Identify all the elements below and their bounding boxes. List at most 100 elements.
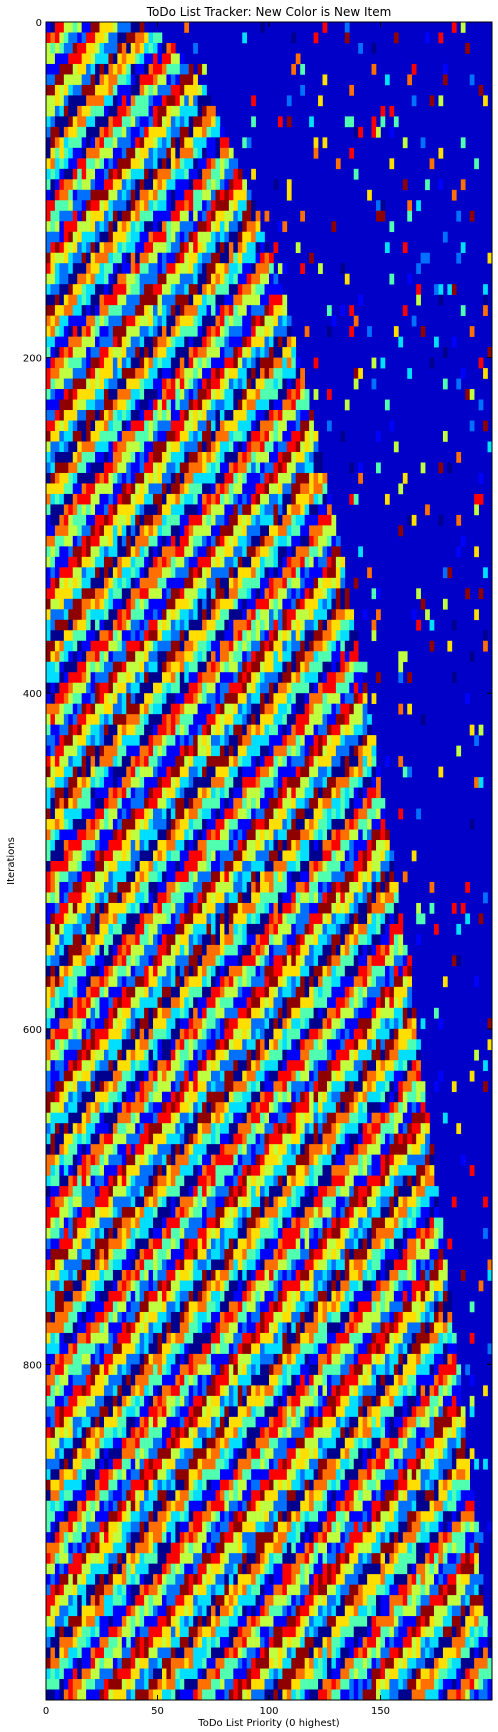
heatmap-cell [224,546,230,558]
heatmap-cell [219,357,225,369]
heatmap-cell [95,714,100,725]
heatmap-cell [135,294,140,306]
heatmap-cell [135,556,140,568]
heatmap-cell [77,378,82,390]
heatmap-cell [188,399,194,411]
heatmap-cell [139,672,145,684]
heatmap-cell [291,724,297,736]
heatmap-cell [144,95,149,107]
heatmap-cell [166,724,172,736]
heatmap-cell [188,147,194,159]
heatmap-cell [86,735,91,746]
heatmap-cell [260,619,265,631]
heatmap-cell [148,819,154,830]
heatmap-cell [77,787,82,799]
heatmap-cell [264,798,270,809]
heatmap-cell [161,693,167,704]
heatmap-cell [157,567,163,579]
heatmap-cell [202,441,207,453]
heatmap-cell [161,714,167,725]
heatmap-cell [282,556,288,568]
heatmap-cell [144,53,149,65]
heatmap-cell [215,787,221,799]
heatmap-cell [50,619,56,631]
heatmap-cell [211,840,216,851]
heatmap-cell [233,861,239,872]
heatmap-cell [135,389,140,400]
heatmap-cell [260,462,265,474]
heatmap-cell [277,504,283,516]
heatmap-cell [295,777,301,788]
heatmap-cell [63,535,69,547]
heatmap-cell [59,137,65,149]
heatmap-cell [46,504,51,516]
heatmap-cell [68,168,74,180]
heatmap-cell [269,451,274,463]
heatmap-cell [295,577,301,589]
heatmap-cell [179,619,185,631]
heatmap-cell [215,514,221,526]
heatmap-cell [416,284,421,295]
heatmap-cell [72,745,78,757]
heatmap-cell [264,661,270,673]
heatmap-cell [215,252,221,264]
heatmap-cell [233,672,239,684]
heatmap-cell [273,514,279,526]
heatmap-cell [233,252,239,264]
heatmap-cell [340,777,346,788]
heatmap-cell [130,273,136,285]
heatmap-cell [264,493,270,505]
heatmap-cell [255,441,261,453]
heatmap-cell [63,410,69,421]
heatmap-cell [224,168,230,180]
heatmap-cell [50,462,56,474]
heatmap-cell [108,661,114,673]
heatmap-cell [63,221,69,233]
heatmap-cell [77,609,82,621]
heatmap-cell [166,95,172,107]
heatmap-cell [202,389,207,400]
heatmap-cell [166,441,172,453]
heatmap-cell [215,347,221,358]
heatmap-cell [358,850,363,862]
heatmap-cell [202,273,207,285]
heatmap-cell [246,609,252,621]
heatmap-cell [72,336,78,348]
heatmap-cell [300,556,305,568]
heatmap-cell [219,514,225,526]
heatmap-cell [103,210,109,222]
heatmap-cell [291,850,297,862]
heatmap-cell [95,682,100,694]
heatmap-cell [46,147,51,159]
heatmap-cell [228,703,234,715]
heatmap-cell [139,137,145,149]
heatmap-cell [81,63,87,75]
heatmap-cell [144,326,149,337]
heatmap-cell [103,504,109,516]
heatmap-cell [295,766,301,778]
heatmap-cell [121,462,127,474]
heatmap-cell [269,263,274,274]
heatmap-cell [269,756,274,767]
heatmap-cell [184,577,190,589]
heatmap-cell [353,672,359,684]
heatmap-cell [286,378,292,390]
heatmap-cell [300,703,305,715]
heatmap-cell [197,514,203,526]
heatmap-cell [153,252,158,264]
heatmap-cell [179,682,185,694]
heatmap-cell [228,808,234,820]
heatmap-cell [219,588,225,600]
heatmap-cell [211,819,216,830]
heatmap-cell [197,567,203,579]
heatmap-cell [269,294,274,306]
heatmap-cell [237,661,243,673]
heatmap-cell [63,441,69,453]
heatmap-cell [219,221,225,233]
heatmap-cell [130,703,136,715]
heatmap-cell [237,168,243,180]
heatmap-cell [206,787,212,799]
heatmap-cell [224,504,230,516]
heatmap-cell [170,252,176,264]
heatmap-cell [121,22,127,33]
